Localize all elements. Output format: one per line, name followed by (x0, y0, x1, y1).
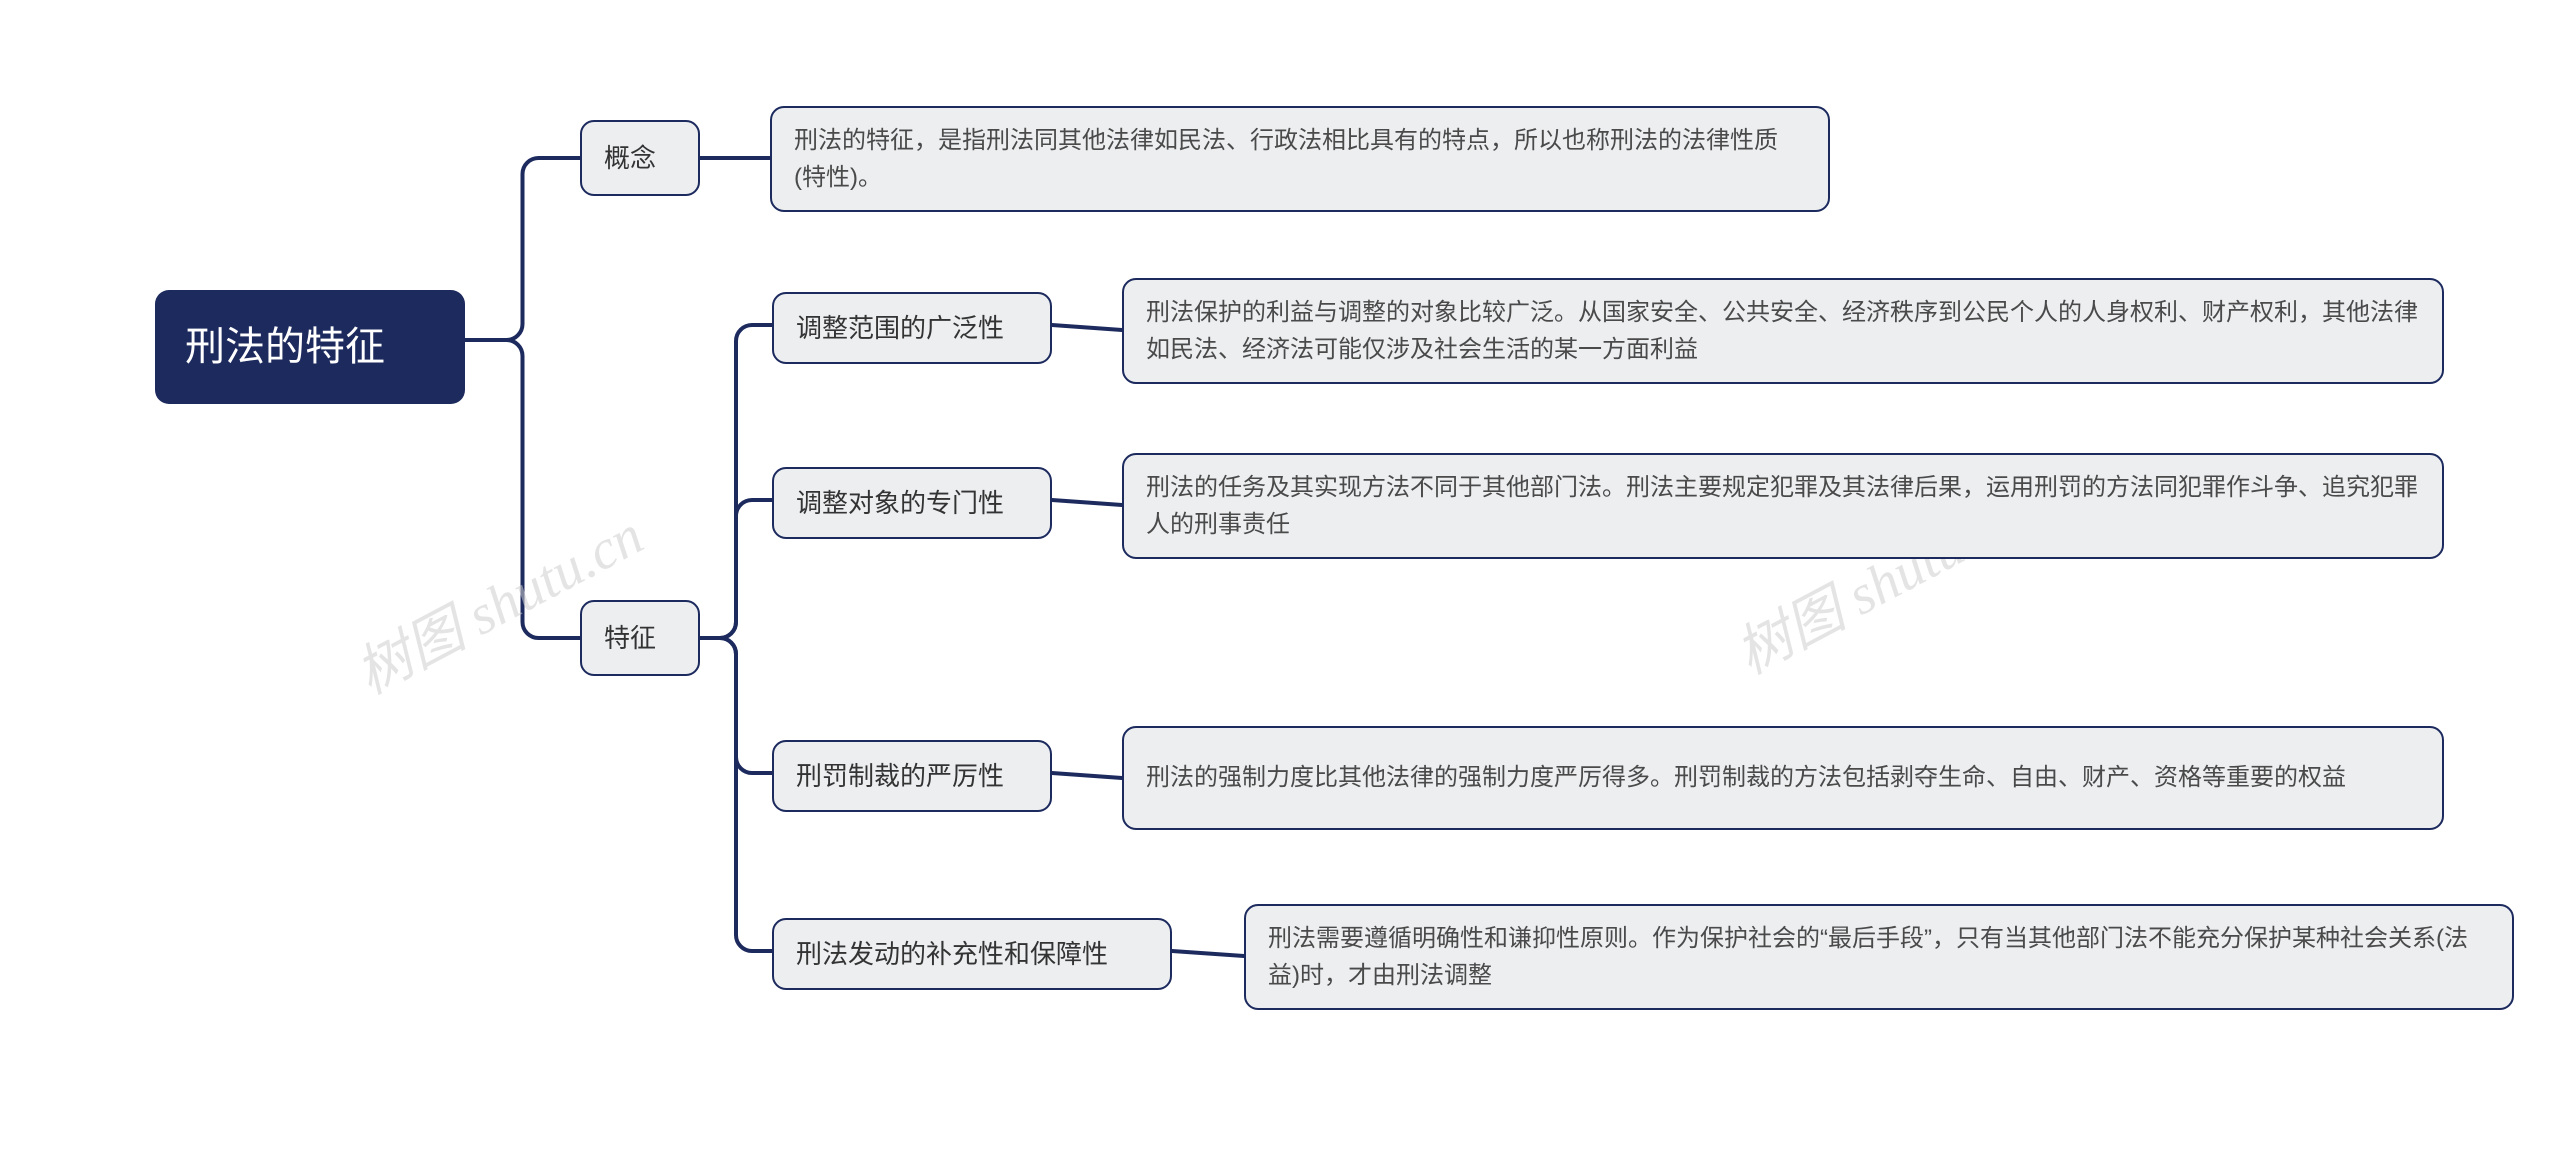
branch-features: 特征 (580, 600, 700, 676)
feature-4-desc: 刑法需要遵循明确性和谦抑性原则。作为保护社会的“最后手段”，只有当其他部门法不能… (1244, 904, 2514, 1010)
leaf-concept-desc: 刑法的特征，是指刑法同其他法律如民法、行政法相比具有的特点，所以也称刑法的法律性… (770, 106, 1830, 212)
feature-4-title: 刑法发动的补充性和保障性 (772, 918, 1172, 990)
feature-1-desc: 刑法保护的利益与调整的对象比较广泛。从国家安全、公共安全、经济秩序到公民个人的人… (1122, 278, 2444, 384)
feature-2-desc: 刑法的任务及其实现方法不同于其他部门法。刑法主要规定犯罪及其法律后果，运用刑罚的… (1122, 453, 2444, 559)
feature-3-desc: 刑法的强制力度比其他法律的强制力度严厉得多。刑罚制裁的方法包括剥夺生命、自由、财… (1122, 726, 2444, 830)
feature-1-title: 调整范围的广泛性 (772, 292, 1052, 364)
branch-concept: 概念 (580, 120, 700, 196)
mindmap-canvas: 树图 shutu.cn 树图 shutu.cn 刑法的特征 概念 特征 刑法的特… (0, 0, 2560, 1151)
feature-2-title: 调整对象的专门性 (772, 467, 1052, 539)
root-node: 刑法的特征 (155, 290, 465, 404)
feature-3-title: 刑罚制裁的严厉性 (772, 740, 1052, 812)
